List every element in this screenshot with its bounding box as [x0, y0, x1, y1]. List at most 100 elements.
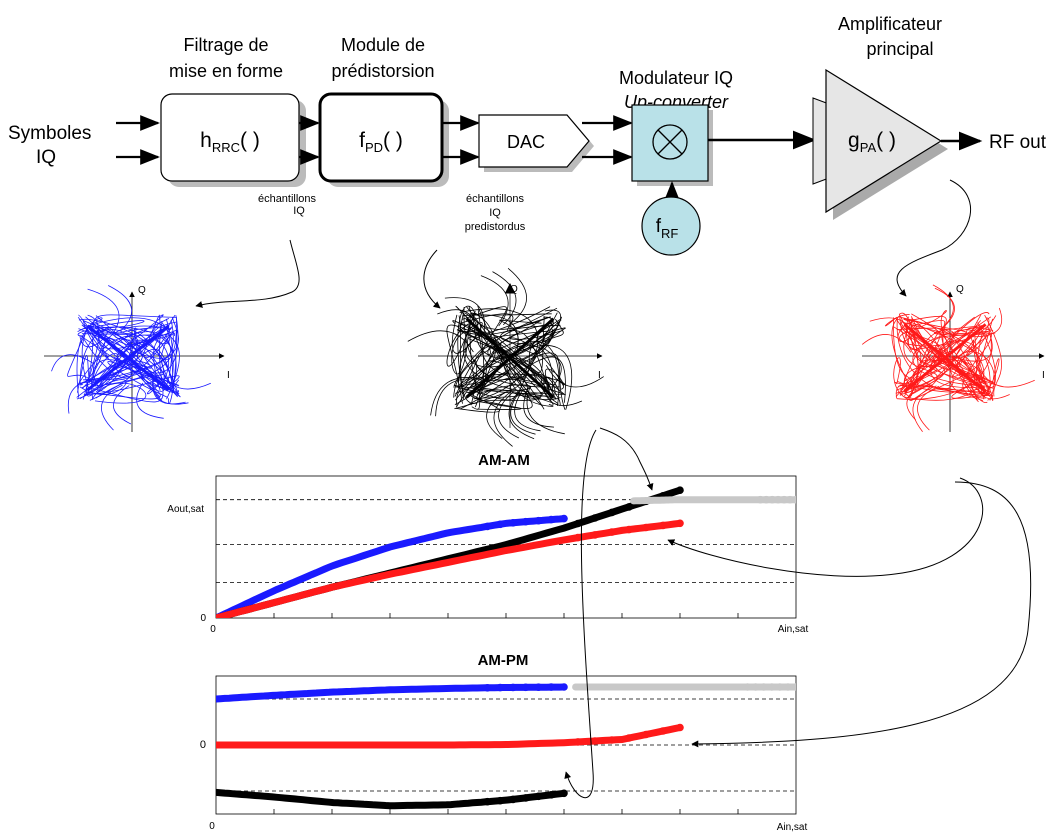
am-am-x-origin-label: 0 — [210, 624, 216, 635]
constellation-trajectory — [897, 380, 984, 401]
am-am-point — [496, 520, 505, 529]
constellation-trajectory — [153, 314, 161, 385]
am-pm-point — [521, 794, 530, 802]
am-am-point — [768, 495, 776, 504]
samples-note-line2: IQ — [293, 205, 305, 217]
am-pm-chart: AM-PM 0 0 Ain,sat — [200, 652, 808, 833]
constellation-spike — [912, 385, 937, 432]
connector-arrows — [195, 179, 1032, 798]
am-pm-series-3 — [216, 788, 568, 810]
am-am-title: AM-AM — [478, 452, 530, 469]
constellation-predistorted: I Q — [407, 267, 604, 447]
constellation-trajectory — [899, 315, 997, 347]
constellation-trajectory — [83, 348, 175, 391]
am-pm-point — [743, 683, 752, 691]
constellation-trajectory — [455, 305, 567, 380]
am-am-point — [774, 495, 782, 504]
constellation-trajectory — [79, 379, 127, 400]
constellation-trajectory — [161, 318, 174, 389]
am-am-point — [792, 495, 796, 504]
constellation-trajectory — [76, 324, 88, 398]
constellation-trajectory — [906, 310, 985, 383]
constellation-spike — [869, 317, 916, 344]
constellation-trajectory — [975, 332, 989, 396]
constellation-trajectory — [117, 314, 164, 355]
am-am-series-line — [216, 515, 568, 618]
constellation-trajectory — [82, 329, 152, 389]
am-pm-point — [768, 683, 776, 691]
constellation-trajectory — [909, 332, 996, 400]
am-am-point — [642, 523, 650, 532]
am-pm-point — [759, 683, 768, 691]
constellation-trajectory — [81, 331, 137, 335]
constellation-trajectory — [92, 327, 172, 359]
constellation-spike — [435, 378, 482, 417]
pa-title-line1: Amplificateur — [838, 14, 942, 34]
constellation-trajectory — [463, 323, 565, 395]
am-pm-point — [547, 683, 555, 691]
constellation-spike — [486, 391, 508, 439]
constellation-trajectory — [893, 317, 912, 397]
am-am-point — [574, 519, 582, 528]
filter-function: hRRC( ) — [200, 129, 260, 155]
constellation-spike — [430, 377, 482, 416]
samples-note-line1: échantillons — [258, 193, 317, 205]
constellation-trajectory — [95, 315, 164, 399]
constellation-trajectory — [963, 360, 989, 396]
am-am-point — [676, 519, 684, 528]
am-pm-point — [509, 683, 517, 692]
arrow-pd-samples-to-pd-constellation — [423, 249, 441, 309]
constellation-trajectory — [919, 333, 991, 383]
constellation-spike — [977, 366, 1035, 388]
am-pm-series — [216, 683, 796, 810]
constellation-spike — [437, 309, 480, 340]
arrow-pa-to-output-constellation — [896, 179, 971, 297]
arrow-pa-to-am-am — [667, 477, 983, 577]
am-am-point — [786, 495, 794, 504]
am-am-point — [608, 528, 616, 536]
constellation-spike — [932, 284, 954, 330]
constellation-spike — [526, 385, 565, 435]
constellation-trajectory — [900, 316, 985, 401]
constellation-spike — [508, 390, 535, 440]
constellation-trajectory — [81, 317, 103, 388]
constellation-spike — [493, 391, 513, 447]
constellation-trajectory — [454, 335, 503, 405]
am-am-point — [780, 495, 788, 504]
constellation-trajectory — [459, 308, 539, 400]
constellation-input-q-label: Q — [138, 285, 146, 296]
constellation-trajectory — [454, 346, 541, 399]
constellation-trajectory — [543, 309, 562, 343]
dac-block — [478, 114, 590, 168]
am-pm-point — [483, 684, 492, 692]
constellation-trajectory — [473, 313, 554, 359]
constellation-predistorted-trajectories — [407, 267, 604, 447]
constellation-pd-q-label: Q — [510, 284, 518, 295]
am-am-y-origin-label: 0 — [200, 613, 206, 624]
mod-block — [631, 104, 709, 182]
constellation-spike — [968, 307, 1003, 338]
constellation-spike — [507, 267, 527, 325]
mixer-icon — [652, 124, 688, 160]
am-am-y-top-label: Aout,sat — [167, 504, 204, 515]
constellation-trajectory — [885, 314, 910, 327]
constellation-spike — [917, 385, 940, 431]
constellation-trajectory — [458, 345, 573, 410]
rf-out-label: RF out — [989, 132, 1047, 153]
constellation-input: I Q — [44, 285, 230, 432]
am-am-series-3 — [630, 495, 796, 505]
pd-title-line1: Module de — [341, 35, 425, 55]
constellation-spike — [136, 382, 164, 419]
am-am-point — [547, 515, 555, 524]
constellation-spike — [498, 391, 520, 439]
constellation-trajectory — [896, 339, 984, 391]
am-am-series — [216, 486, 796, 618]
constellation-trajectory — [455, 344, 553, 408]
dac-label: DAC — [507, 132, 545, 152]
am-am-series-2 — [216, 519, 684, 618]
am-am-point — [625, 503, 633, 511]
constellation-trajectory — [893, 357, 912, 401]
constellation-spike — [523, 386, 555, 428]
constellation-trajectory — [468, 305, 551, 330]
